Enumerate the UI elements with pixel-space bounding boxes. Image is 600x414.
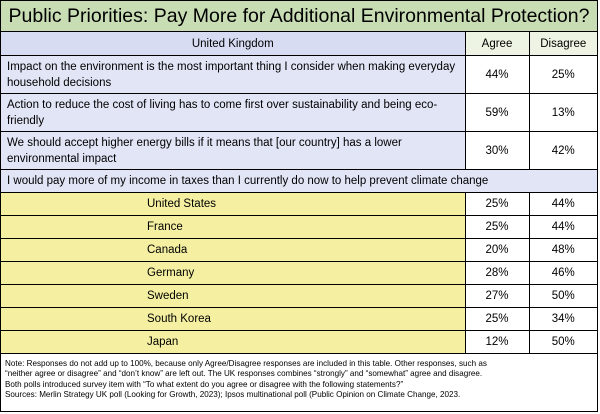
tax-statement: I would pay more of my income in taxes t… xyxy=(1,169,597,193)
disagree-value: 34% xyxy=(528,307,597,331)
agree-value: 25% xyxy=(464,192,530,216)
country-name: Germany xyxy=(1,261,466,285)
country-row: United States 25% 44% xyxy=(1,192,597,216)
disagree-value: 48% xyxy=(528,238,597,262)
disagree-value: 44% xyxy=(528,215,597,239)
disagree-value: 42% xyxy=(528,131,597,170)
agree-value: 30% xyxy=(464,131,530,170)
uk-row: Impact on the environment is the most im… xyxy=(1,55,597,94)
country-name: Canada xyxy=(1,238,466,262)
agree-value: 20% xyxy=(464,238,530,262)
disagree-value: 44% xyxy=(528,192,597,216)
country-name: France xyxy=(1,215,466,239)
uk-header-row: United Kingdom Agree Disagree xyxy=(1,32,597,56)
country-row: South Korea 25% 34% xyxy=(1,307,597,331)
country-row: Germany 28% 46% xyxy=(1,261,597,285)
agree-value: 27% xyxy=(464,284,530,308)
agree-value: 25% xyxy=(464,215,530,239)
agree-value: 28% xyxy=(464,261,530,285)
page-title: Public Priorities: Pay More for Addition… xyxy=(1,1,597,32)
note-line: “neither agree or disagree” and “don’t k… xyxy=(5,369,483,379)
disagree-value: 46% xyxy=(528,261,597,285)
country-name: Sweden xyxy=(1,284,466,308)
uk-statement: Impact on the environment is the most im… xyxy=(1,55,466,94)
country-row: Japan 12% 50% xyxy=(1,330,597,354)
note-line: Note: Responses do not add up to 100%, b… xyxy=(5,359,487,368)
footnote: Note: Responses do not add up to 100%, b… xyxy=(5,359,595,401)
agree-value: 25% xyxy=(464,307,530,331)
note-line: Both polls introduced survey item with “… xyxy=(5,379,404,389)
tax-statement-row: I would pay more of my income in taxes t… xyxy=(1,169,597,193)
disagree-value: 50% xyxy=(528,284,597,308)
country-name: Japan xyxy=(1,330,466,354)
disagree-value: 13% xyxy=(528,93,597,132)
country-row: France 25% 44% xyxy=(1,215,597,239)
disagree-column-header: Disagree xyxy=(528,32,597,56)
uk-statement: Action to reduce the cost of living has … xyxy=(1,93,466,132)
uk-section-header: United Kingdom xyxy=(1,32,466,56)
country-row: Canada 20% 48% xyxy=(1,238,597,262)
uk-statement: We should accept higher energy bills if … xyxy=(1,131,466,170)
country-name: United States xyxy=(1,192,466,216)
sources-line: Sources: Merlin Strategy UK poll (Lookin… xyxy=(5,390,461,400)
agree-value: 44% xyxy=(464,55,530,94)
uk-row: We should accept higher energy bills if … xyxy=(1,131,597,170)
agree-column-header: Agree xyxy=(464,32,530,56)
survey-table: United Kingdom Agree Disagree Impact on … xyxy=(1,32,597,354)
country-row: Sweden 27% 50% xyxy=(1,284,597,308)
uk-row: Action to reduce the cost of living has … xyxy=(1,93,597,132)
country-name: South Korea xyxy=(1,307,466,331)
disagree-value: 50% xyxy=(528,330,597,354)
agree-value: 59% xyxy=(464,93,530,132)
disagree-value: 25% xyxy=(528,55,597,94)
agree-value: 12% xyxy=(464,330,530,354)
